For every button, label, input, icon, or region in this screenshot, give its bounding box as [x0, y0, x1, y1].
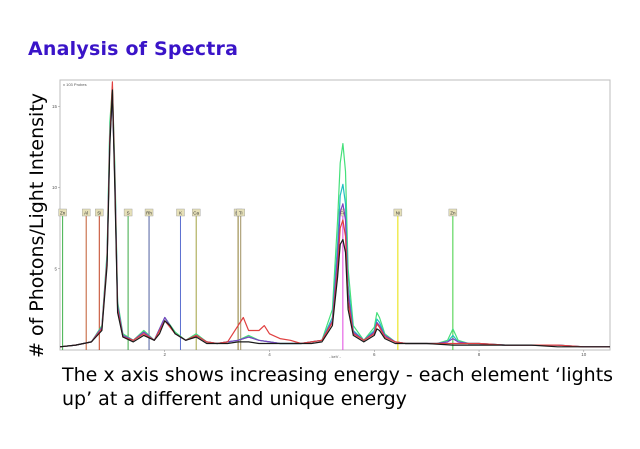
axis-ticks: 2 4 6 8 10 5 10 15: [52, 104, 587, 357]
x-tick-label-4: 10: [581, 352, 587, 357]
element-marker-box-4: [144, 208, 154, 217]
x-tick-label-3: 8: [478, 352, 481, 357]
element-marker-label-6: Ca: [193, 211, 199, 216]
slide-title: Analysis of Spectra: [28, 38, 239, 60]
element-marker-label-3: S: [127, 211, 130, 216]
y-tick-label-2: 15: [52, 104, 58, 109]
element-marker-box-11: [448, 208, 458, 217]
element-marker-label-4: Rh: [146, 211, 152, 216]
plot-frame: [59, 79, 611, 351]
series-line-4: [59, 89, 610, 348]
element-marker-label-5: K: [179, 211, 182, 216]
spectrum-series: [59, 81, 610, 348]
x-tick-label-1: 4: [268, 352, 271, 357]
element-marker-box-1: [81, 208, 91, 217]
element-marker-box-10: [393, 208, 403, 217]
x-axis-label: - keV -: [329, 354, 341, 359]
element-marker-label-2: Si: [97, 211, 101, 216]
element-marker-label-1: Al: [84, 211, 88, 216]
element-marker-label-11: Zn: [450, 211, 456, 216]
element-marker-label-0: Zn: [60, 211, 66, 216]
element-marker-box-5: [176, 208, 185, 217]
x-tick-label-2: 6: [373, 352, 376, 357]
x-tick-label-0: 2: [164, 352, 167, 357]
element-marker-box-8: [236, 208, 245, 217]
element-marker-label-8: Ti: [239, 211, 243, 216]
element-markers: ZnAlSiSRhKCaBaTiFeNiZn: [58, 208, 458, 350]
chart-window-title: x 103 Probes: [63, 82, 87, 87]
element-marker-box-3: [123, 208, 133, 217]
element-marker-box-2: [95, 208, 104, 217]
slide-caption: The x axis shows increasing energy - eac…: [62, 364, 614, 410]
element-marker-box-6: [191, 208, 201, 217]
y-tick-label-0: 5: [54, 266, 57, 271]
element-marker-label-10: Ni: [396, 211, 400, 216]
element-marker-label-9: Fe: [340, 211, 346, 216]
y-tick-label-1: 10: [52, 185, 58, 190]
element-marker-box-0: [58, 208, 67, 217]
